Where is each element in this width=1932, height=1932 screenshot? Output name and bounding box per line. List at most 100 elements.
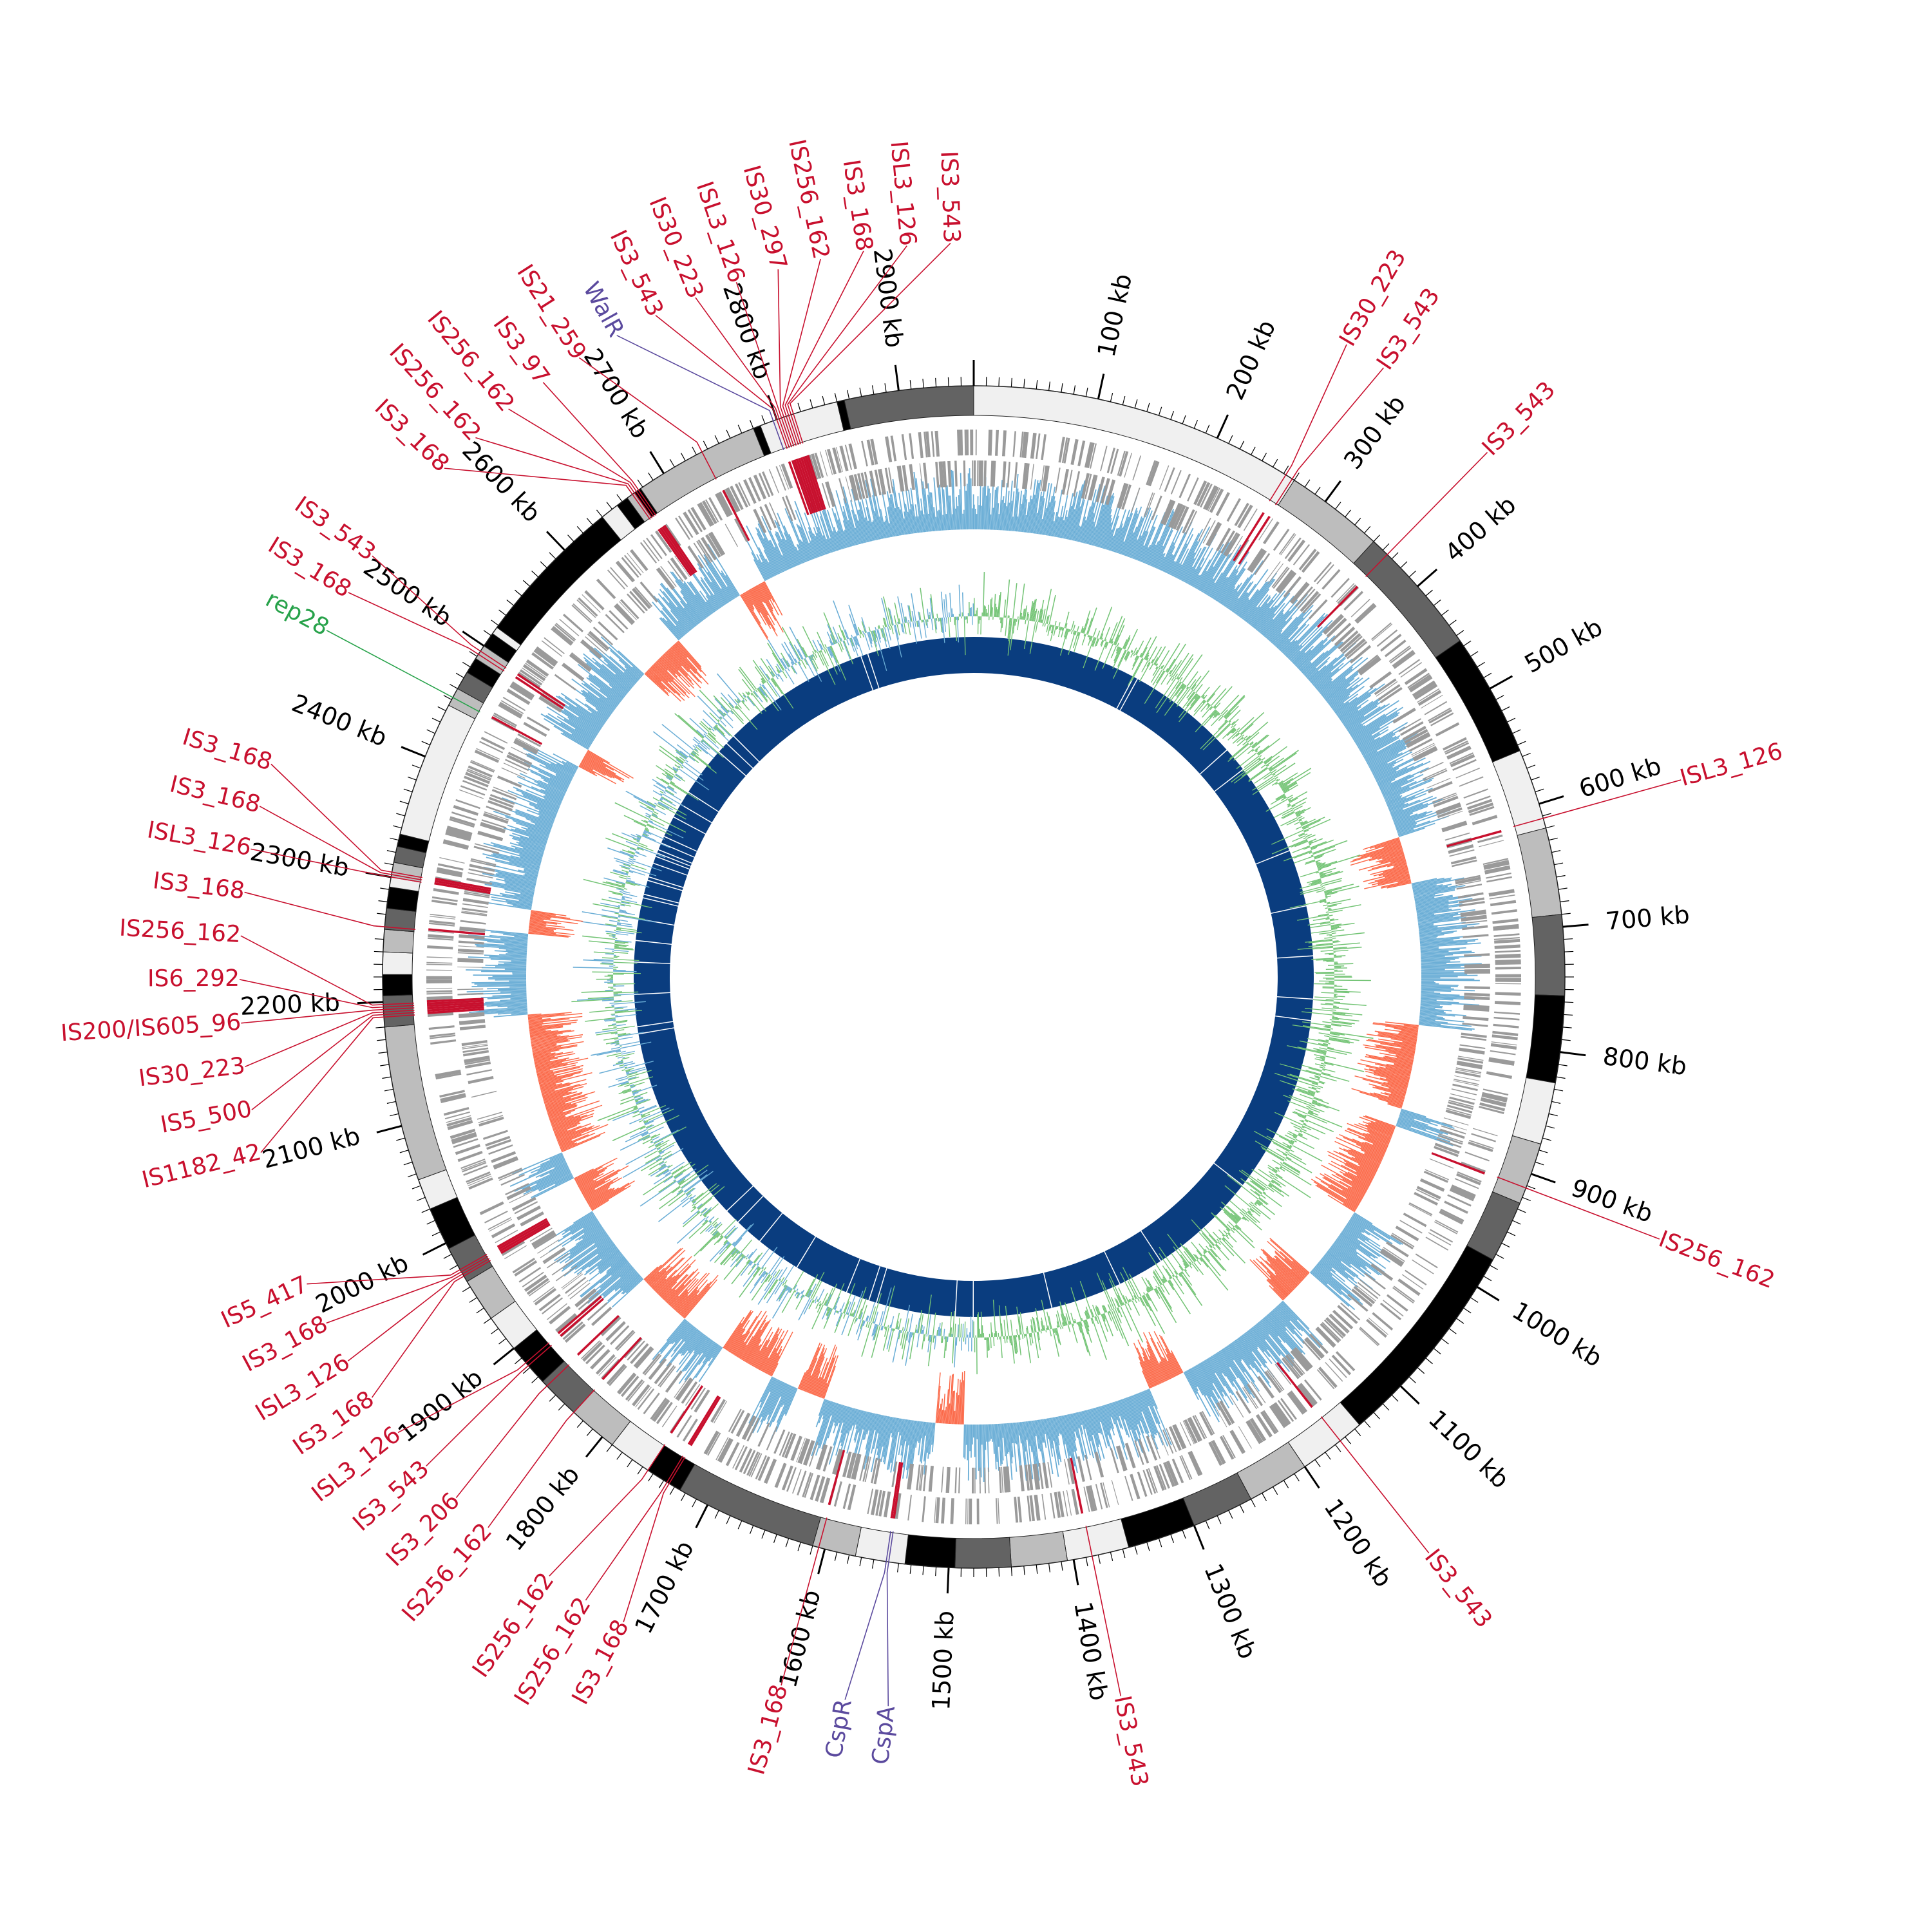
gc-skew-bar — [1211, 714, 1222, 726]
gc-bar — [1253, 1326, 1290, 1372]
gc-bar — [1386, 1077, 1409, 1084]
gc-skew-bar — [689, 1197, 692, 1200]
gc-bar — [601, 664, 632, 690]
gc-bar — [675, 1273, 710, 1311]
gc-bar — [1189, 567, 1201, 586]
gc-skew-bar — [636, 837, 641, 840]
gc-bar — [704, 557, 732, 601]
gc-bar — [527, 768, 569, 788]
gc-skew-bar — [1316, 1056, 1325, 1060]
gc-bar — [1039, 518, 1043, 535]
gc-bar — [1141, 526, 1156, 562]
gc-bar — [1343, 1148, 1380, 1166]
gc-bar — [611, 687, 625, 699]
gc-bar — [569, 1230, 605, 1255]
gc-bar — [509, 986, 527, 988]
gc-bar — [676, 1334, 705, 1373]
gc-skew-bar — [815, 1302, 819, 1309]
gc-bar — [1062, 1415, 1075, 1469]
gc-skew-bar — [801, 1289, 805, 1294]
gc-skew-bar — [661, 778, 670, 784]
gc-bar — [1336, 692, 1369, 716]
gc-bar — [1196, 571, 1208, 589]
gc-bar — [1351, 1186, 1366, 1195]
gc-skew-bar — [982, 572, 985, 617]
gc-bar — [1334, 1141, 1381, 1163]
gc-bar — [1247, 606, 1261, 623]
gc-bar — [528, 1018, 570, 1024]
gc-skew-bar — [1162, 643, 1180, 670]
gc-skew-bar — [1293, 801, 1307, 810]
gc-skew-bar — [1323, 1054, 1326, 1056]
gc-bar — [545, 1097, 571, 1106]
gc-skew-bar — [621, 898, 638, 904]
gc-skew-bar — [1248, 1210, 1251, 1213]
cds-feature — [1001, 461, 1007, 488]
gc-skew-bar — [1304, 1120, 1309, 1122]
gc-skew-bar — [744, 698, 748, 702]
gc-skew-bar — [974, 1337, 976, 1352]
gc-bar — [1385, 1028, 1418, 1034]
gc-bar — [1420, 1007, 1435, 1009]
gc-bar — [707, 544, 740, 596]
gc-bar — [761, 1357, 770, 1372]
gc-skew-bar — [692, 1183, 717, 1204]
gc-skew-bar — [1255, 1201, 1261, 1206]
gc-skew-bar — [1074, 1318, 1077, 1323]
gc-skew-bar — [1334, 980, 1371, 981]
gc-bar — [931, 1423, 936, 1452]
gc-bar — [1341, 1231, 1361, 1245]
gc-skew-bar — [619, 1064, 625, 1067]
gc-skew-bar — [939, 1328, 942, 1336]
gc-bar — [1060, 1416, 1071, 1464]
gc-bar — [1318, 1262, 1352, 1291]
gc-skew-bar — [900, 1331, 904, 1346]
gc-bar — [1361, 844, 1401, 857]
gc-skew-bar — [808, 1289, 813, 1298]
gc-bar — [1421, 981, 1435, 983]
gc-bar — [1267, 1278, 1287, 1298]
gc-bar — [540, 1154, 564, 1166]
gc-bar — [1135, 1394, 1159, 1450]
gc-bar — [589, 1180, 635, 1208]
gc-skew-bar — [615, 1014, 637, 1018]
gc-skew-bar — [613, 1020, 616, 1022]
gc-bar — [1421, 960, 1451, 963]
gc-bar — [748, 1376, 773, 1424]
gc-skew-bar — [1175, 683, 1184, 696]
gc-skew-bar — [600, 963, 614, 965]
gc-bar — [623, 672, 637, 683]
gc-skew-bar — [618, 1077, 628, 1082]
gc-bar — [686, 603, 702, 623]
gc-bar — [1291, 626, 1329, 663]
gc-skew-bar — [1267, 1164, 1278, 1172]
gc-skew-bar — [616, 1050, 621, 1053]
gc-skew-bar — [1162, 1276, 1167, 1282]
gc-bar — [1198, 566, 1214, 591]
gc-skew-bar — [1092, 637, 1096, 647]
gc-skew-bar — [1312, 846, 1336, 855]
cds-feature — [1179, 473, 1191, 498]
gc-skew-bar — [1103, 1305, 1106, 1313]
cds-feature — [1337, 584, 1357, 604]
gc-skew-bar — [660, 797, 676, 807]
gc-skew-bar — [760, 658, 774, 677]
gc-skew-bar — [614, 1008, 637, 1012]
gc-bar — [1137, 1340, 1159, 1385]
gc-skew-bar — [1282, 1142, 1292, 1148]
gc-skew-bar — [614, 945, 627, 947]
gc-skew-bar — [1327, 1048, 1352, 1054]
gc-bar — [529, 1026, 564, 1032]
gc-bar — [1341, 1230, 1380, 1258]
gc-skew-bar — [642, 1107, 670, 1120]
gc-bar — [763, 549, 777, 576]
gc-skew-bar — [1191, 1219, 1215, 1246]
gc-bar — [1343, 701, 1379, 726]
gc-bar — [1083, 502, 1095, 544]
gc-bar — [1228, 1344, 1255, 1383]
gc-bar — [794, 500, 817, 558]
gc-bar — [1356, 1175, 1372, 1184]
gc-skew-bar — [614, 1007, 624, 1010]
gc-bar — [781, 538, 795, 567]
gc-bar — [580, 763, 616, 784]
